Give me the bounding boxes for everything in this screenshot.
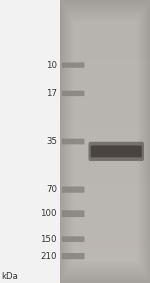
FancyBboxPatch shape	[62, 236, 84, 242]
FancyBboxPatch shape	[62, 210, 84, 217]
Text: 17: 17	[46, 89, 57, 98]
Text: 35: 35	[46, 137, 57, 146]
Text: 10: 10	[46, 61, 57, 70]
FancyBboxPatch shape	[91, 145, 142, 157]
Text: 210: 210	[40, 252, 57, 261]
FancyBboxPatch shape	[88, 142, 144, 161]
FancyBboxPatch shape	[62, 253, 84, 259]
Text: 150: 150	[40, 235, 57, 244]
FancyBboxPatch shape	[62, 62, 84, 68]
FancyBboxPatch shape	[62, 91, 84, 96]
FancyBboxPatch shape	[62, 139, 84, 144]
Text: kDa: kDa	[2, 272, 18, 281]
Text: 100: 100	[40, 209, 57, 218]
Text: 70: 70	[46, 185, 57, 194]
Bar	[0, 0, 60, 283]
FancyBboxPatch shape	[62, 186, 84, 193]
